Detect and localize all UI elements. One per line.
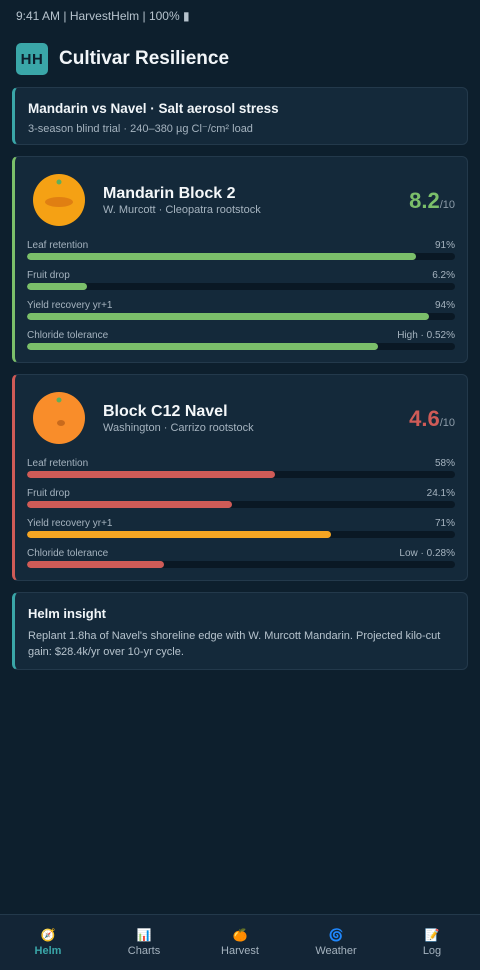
- metric-fruit-drop: Fruit drop 24.1%: [27, 488, 455, 510]
- metric-bar-track: [27, 283, 455, 290]
- metric-bar-fill: [27, 253, 417, 260]
- app-logo: HH: [16, 43, 48, 75]
- metric-chloride-tolerance: Chloride tolerance High · 0.52%: [27, 330, 455, 352]
- metric-value: 91%: [434, 240, 455, 251]
- status-bar: 9:41 AM | HarvestHelm | 100% ▮: [16, 9, 190, 23]
- memo-icon: 📝: [424, 928, 440, 942]
- metric-bar-track: [27, 561, 455, 568]
- mandarin-fruit-icon: [33, 174, 85, 226]
- metric-bar-fill: [27, 561, 164, 568]
- cultivar-name: Mandarin Block 2: [103, 185, 236, 202]
- cultivar-subtitle: Washington · Carrizo rootstock: [103, 422, 254, 434]
- tab-label: Weather: [315, 945, 357, 957]
- metric-chloride-tolerance: Chloride tolerance Low · 0.28%: [27, 548, 455, 570]
- metric-bar-fill: [27, 471, 276, 478]
- metric-label: Fruit drop: [27, 488, 70, 499]
- tab-weather[interactable]: 🌀 Weather: [288, 915, 384, 970]
- metric-value: High · 0.52%: [397, 330, 455, 341]
- tab-log[interactable]: 📝 Log: [384, 915, 480, 970]
- metric-label: Leaf retention: [27, 240, 89, 251]
- tab-harvest[interactable]: 🍊 Harvest: [192, 915, 288, 970]
- trial-summary-subtitle: 3-season blind trial · 240–380 µg Cl⁻/cm…: [28, 123, 253, 135]
- metric-bar-track: [27, 471, 455, 478]
- cultivar-subtitle: W. Murcott · Cleopatra rootstock: [103, 204, 261, 216]
- metric-bar-track: [27, 343, 455, 350]
- tab-label: Charts: [127, 945, 161, 957]
- metric-bar-track: [27, 531, 455, 538]
- metric-label: Fruit drop: [27, 270, 70, 281]
- metric-leaf-retention: Leaf retention 58%: [27, 458, 455, 480]
- tab-helm[interactable]: 🧭 Helm: [0, 915, 96, 970]
- metric-label: Chloride tolerance: [27, 548, 109, 559]
- metric-fruit-drop: Fruit drop 6.2%: [27, 270, 455, 292]
- metric-value: 71%: [434, 518, 455, 529]
- metric-yield-recovery: Yield recovery yr+1 71%: [27, 518, 455, 540]
- tab-label: Helm: [34, 945, 62, 957]
- insight-title: Helm insight: [28, 606, 107, 621]
- metric-bar-fill: [27, 531, 331, 538]
- cultivar-name: Block C12 Navel: [103, 403, 228, 420]
- metric-label: Chloride tolerance: [27, 330, 109, 341]
- metric-value: 94%: [434, 300, 455, 311]
- metric-value: 24.1%: [426, 488, 455, 499]
- score-denominator: /10: [439, 199, 455, 211]
- metric-label: Yield recovery yr+1: [27, 300, 113, 311]
- tab-charts[interactable]: 📊 Charts: [96, 915, 192, 970]
- cultivar-card-navel[interactable]: Block C12 Navel Washington · Carrizo roo…: [12, 374, 468, 581]
- app-header: HH Cultivar Resilience: [16, 43, 464, 75]
- tab-label: Harvest: [221, 945, 259, 957]
- resilience-score: 4.6/10: [409, 406, 455, 432]
- metric-value: 6.2%: [432, 270, 455, 281]
- score-value: 4.6: [409, 406, 440, 431]
- insight-body: Replant 1.8ha of Navel's shoreline edge …: [28, 630, 441, 658]
- metric-bar-track: [27, 501, 455, 508]
- score-denominator: /10: [439, 417, 455, 429]
- bar-chart-icon: 📊: [136, 928, 152, 942]
- helm-insight-card: Helm insight Replant 1.8ha of Navel's sh…: [12, 592, 468, 670]
- page-title: Cultivar Resilience: [59, 48, 230, 69]
- score-value: 8.2: [409, 188, 440, 213]
- compass-icon: 🧭: [40, 928, 56, 942]
- trial-summary-title: Mandarin vs Navel · Salt aerosol stress: [28, 101, 279, 116]
- metric-bar-fill: [27, 501, 233, 508]
- cultivar-card-mandarin[interactable]: Mandarin Block 2 W. Murcott · Cleopatra …: [12, 156, 468, 363]
- metric-bar-fill: [27, 283, 87, 290]
- cyclone-icon: 🌀: [328, 928, 344, 942]
- metric-yield-recovery: Yield recovery yr+1 94%: [27, 300, 455, 322]
- resilience-score: 8.2/10: [409, 188, 455, 214]
- metric-bar-track: [27, 253, 455, 260]
- metric-bar-track: [27, 313, 455, 320]
- tab-label: Log: [422, 945, 442, 957]
- metric-bar-fill: [27, 313, 430, 320]
- bottom-tab-bar: 🧭 Helm 📊 Charts 🍊 Harvest 🌀 Weather 📝 Lo…: [0, 914, 480, 970]
- navel-orange-fruit-icon: [33, 392, 85, 444]
- metric-leaf-retention: Leaf retention 91%: [27, 240, 455, 262]
- metric-value: 58%: [434, 458, 455, 469]
- orange-icon: 🍊: [232, 928, 248, 942]
- metric-label: Leaf retention: [27, 458, 89, 469]
- metric-label: Yield recovery yr+1: [27, 518, 113, 529]
- metric-bar-fill: [27, 343, 378, 350]
- trial-summary-card: Mandarin vs Navel · Salt aerosol stress …: [12, 87, 468, 145]
- metric-value: Low · 0.28%: [399, 548, 455, 559]
